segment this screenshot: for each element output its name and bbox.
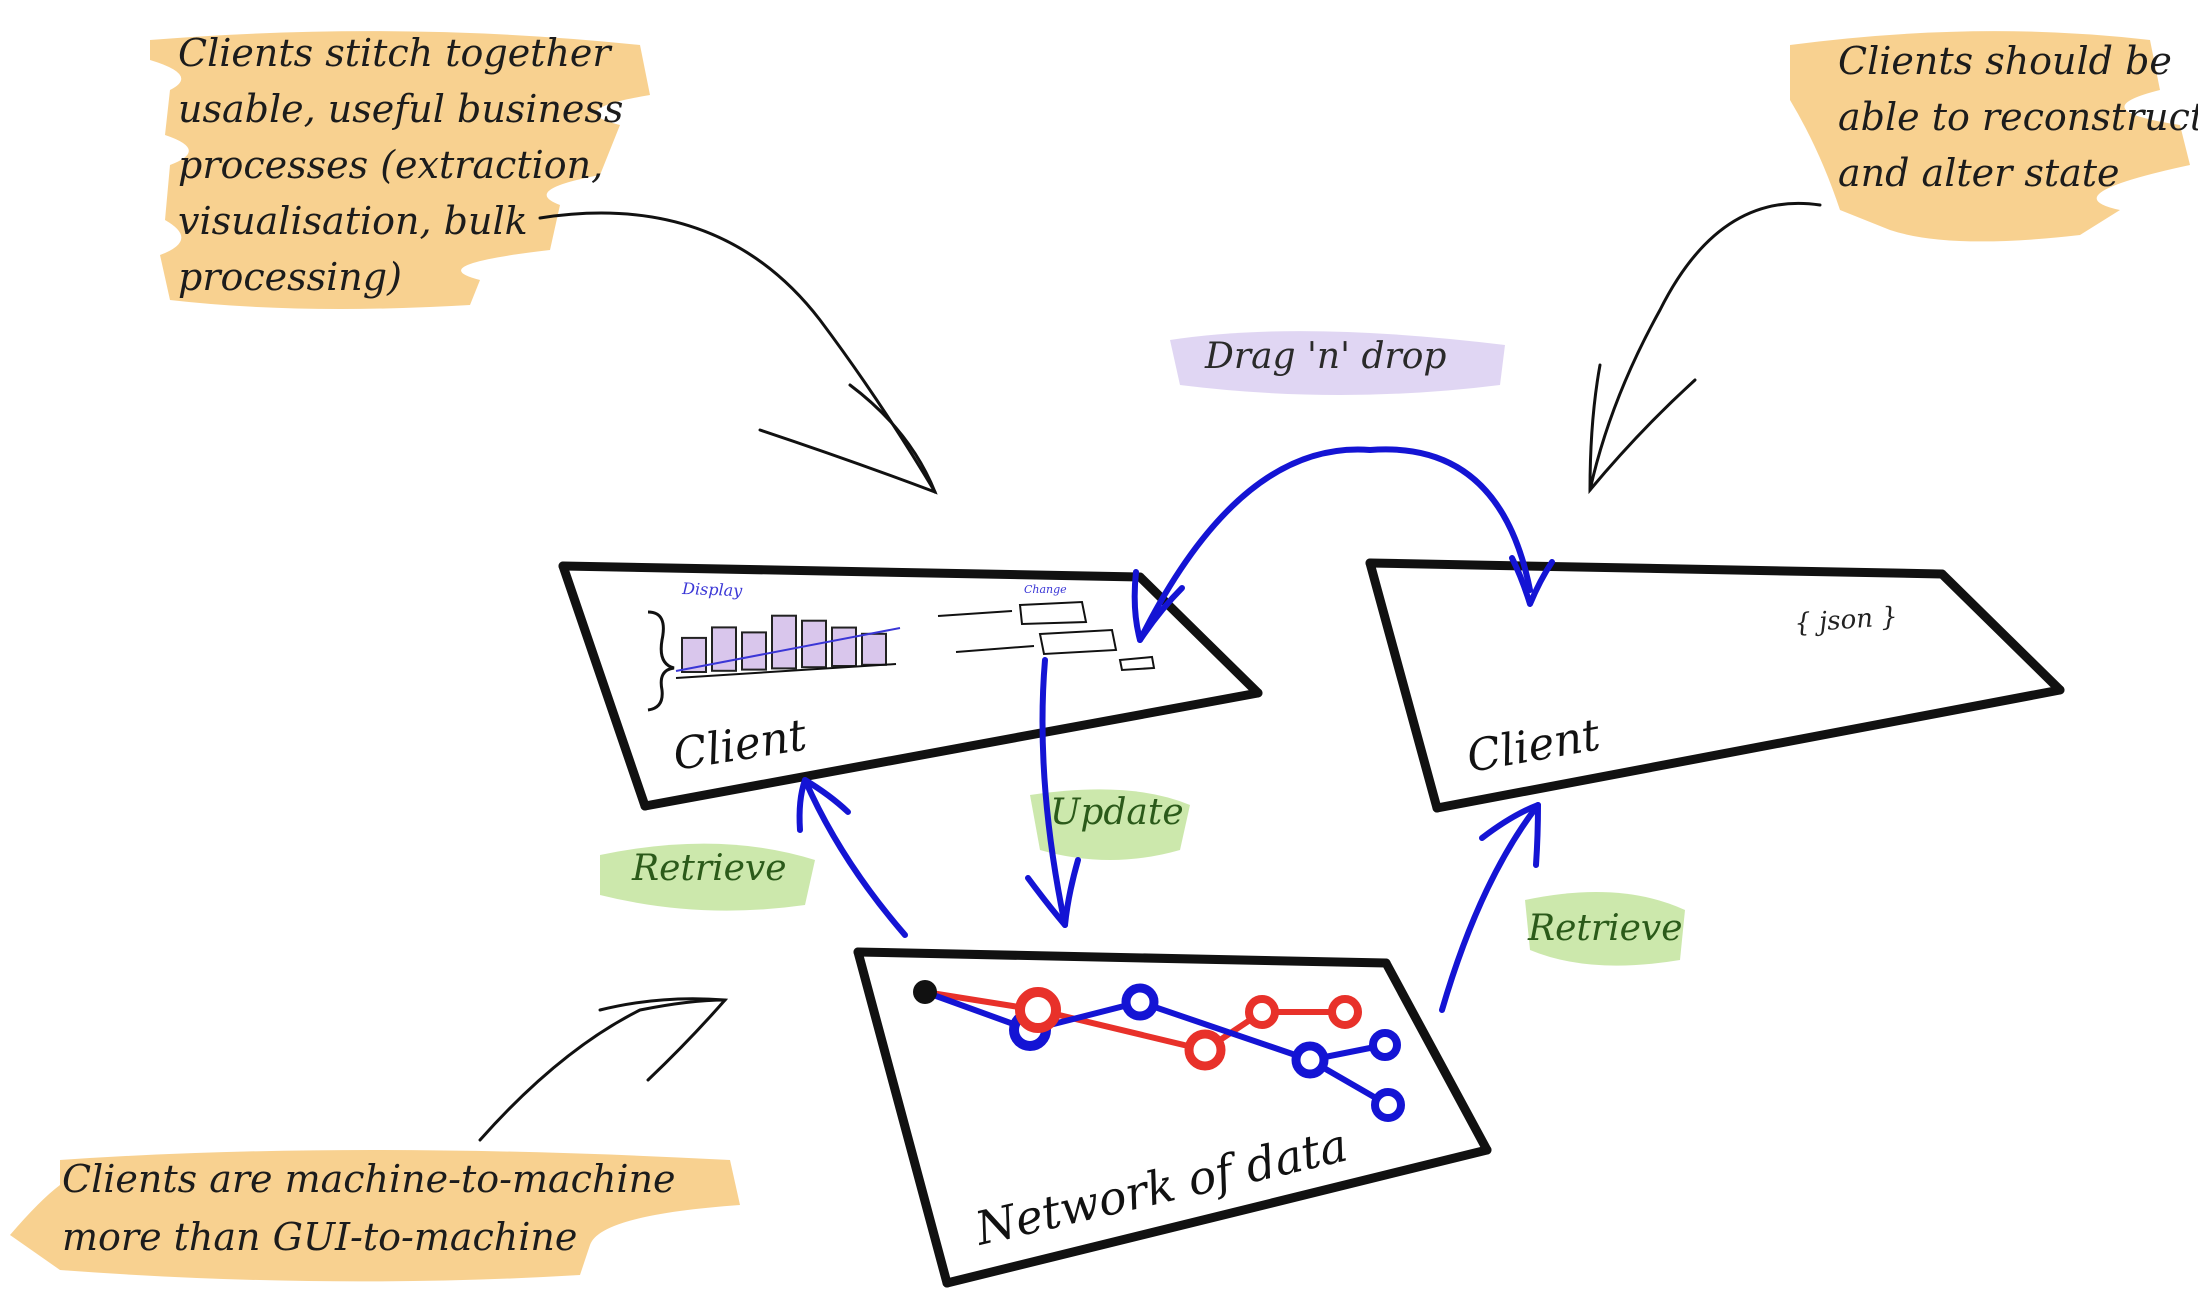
mini-bar — [681, 636, 707, 674]
arrow-update — [1039, 657, 1068, 928]
note-top-left: Clients stitch together usable, useful b… — [178, 31, 623, 299]
network-edge-right — [1381, 958, 1492, 1155]
svg-text:more than GUI-to-machine: more than GUI-to-machine — [62, 1215, 577, 1259]
form-label-line-1 — [937, 610, 1013, 617]
client-left-edge-left — [558, 561, 650, 811]
client-left-outline — [560, 564, 1262, 808]
client-left-change-caption: Change — [1024, 583, 1067, 596]
client-card-left: Display Change Client — [558, 561, 1263, 811]
label-drag-drop: Drag 'n' drop — [1204, 336, 1446, 377]
client-right-edge-right — [1937, 569, 2065, 695]
note-top-right-line3: and alter state — [1838, 151, 2120, 195]
label-retrieve-right: Retrieve — [1527, 908, 1683, 949]
svg-text:and alter state: and alter state — [1838, 151, 2120, 195]
network-node-red-2 — [1184, 1029, 1226, 1071]
client-right-edge-bottom — [1432, 685, 2065, 813]
highlight-top-right — [1790, 31, 2190, 242]
arrow-retrieve-left-head — [796, 777, 851, 833]
note-top-right: Clients should be able to reconstruct an… — [1838, 39, 2198, 195]
highlight-drag-drop — [1170, 331, 1505, 395]
network-graph — [913, 980, 1405, 1122]
pointer-arrows — [478, 201, 1822, 1142]
client-card-right: { json } Client — [1365, 558, 2065, 813]
form-label-line-2 — [955, 645, 1035, 653]
svg-text:Clients should be: Clients should be — [1838, 39, 2172, 83]
network-node-blue-5 — [1371, 1088, 1405, 1122]
network-node-red-1 — [1015, 987, 1061, 1033]
highlight-top-left — [150, 31, 650, 309]
svg-text:processes (extraction,: processes (extraction, — [178, 143, 603, 187]
network-node-blue-4 — [1369, 1029, 1401, 1061]
note-bottom-left-line1: Clients are machine-to-machine — [62, 1157, 676, 1201]
arrow-retrieve-right-head — [1479, 802, 1541, 868]
mini-bar — [771, 614, 797, 670]
arrow-to-right-client — [1588, 201, 1822, 492]
arrow-drag-drop-head-right — [1509, 555, 1555, 607]
highlights — [10, 31, 2190, 1282]
form-button — [1118, 655, 1156, 672]
client-right-edge-top — [1365, 558, 1947, 579]
arrow-head-right-client — [1588, 363, 1697, 495]
highlight-retrieve-left — [600, 843, 815, 911]
note-top-left-line4: visualisation, bulk — [178, 199, 528, 243]
highlight-update — [1030, 789, 1190, 860]
client-left-brace — [647, 610, 675, 712]
mini-bar — [831, 626, 857, 667]
client-left-display-caption: Display — [681, 579, 744, 600]
client-left-trend-line — [675, 627, 901, 672]
svg-text:visualisation, bulk: visualisation, bulk — [178, 199, 528, 243]
client-left-form — [937, 600, 1156, 672]
label-retrieve-left: Retrieve — [631, 848, 787, 889]
note-top-left-line3: processes (extraction, — [178, 143, 603, 187]
network-edge-left — [853, 947, 952, 1288]
note-top-left-line2: usable, useful business — [178, 87, 623, 131]
flow-arrows — [796, 446, 1555, 1013]
label-update: Update — [1050, 792, 1184, 833]
svg-text:usable, useful business: usable, useful business — [178, 87, 623, 131]
note-top-right-line1: Clients should be — [1838, 39, 2172, 83]
note-bottom-left: Clients are machine-to-machine more than… — [62, 1157, 676, 1259]
client-right-json: { json } — [1793, 602, 1898, 639]
note-top-right-line2: able to reconstruct — [1838, 95, 2198, 139]
arrow-update-head — [1025, 857, 1081, 928]
svg-text:able to reconstruct: able to reconstruct — [1838, 95, 2198, 139]
client-left-edge-bottom — [640, 688, 1263, 811]
svg-text:Clients are machine-to-machine: Clients are machine-to-machine — [62, 1157, 676, 1201]
arrow-to-left-client — [538, 211, 937, 494]
svg-text:Clients stitch together: Clients stitch together — [178, 31, 613, 75]
bar-chart-mini — [681, 614, 887, 674]
mini-bar — [741, 631, 767, 671]
client-left-edge-top — [558, 561, 1145, 582]
network-card: Network of data — [853, 947, 1492, 1288]
arrow-retrieve-left — [802, 777, 908, 938]
arrow-drag-drop-curve — [1137, 446, 1533, 643]
network-origin-node — [913, 980, 937, 1004]
mini-bar — [861, 632, 887, 666]
form-input-2 — [1038, 628, 1118, 656]
note-bottom-left-line2: more than GUI-to-machine — [62, 1215, 577, 1259]
arrow-drag-drop-head-left — [1131, 569, 1185, 643]
svg-text:processing): processing) — [178, 255, 402, 299]
arrow-head-left-client — [758, 383, 938, 495]
network-edge-bottom — [942, 1145, 1492, 1288]
client-left-baseline — [675, 663, 897, 679]
network-edge-top — [853, 947, 1391, 968]
network-node-blue-2 — [1121, 983, 1159, 1021]
note-top-left-line1: Clients stitch together — [178, 31, 613, 75]
client-right-edge-left — [1365, 558, 1442, 813]
arrow-head-network — [598, 997, 729, 1082]
highlight-retrieve-right — [1525, 892, 1685, 966]
arrow-to-network — [478, 998, 727, 1142]
arrow-retrieve-right — [1439, 802, 1541, 1013]
highlight-bottom-left — [10, 1150, 740, 1282]
network-node-red-4 — [1328, 995, 1362, 1029]
note-top-left-line5: processing) — [178, 255, 402, 299]
client-left-edge-right — [1135, 572, 1263, 698]
network-node-blue-3 — [1291, 1041, 1329, 1079]
network-node-red-3 — [1245, 995, 1279, 1029]
form-input-1 — [1018, 600, 1088, 626]
